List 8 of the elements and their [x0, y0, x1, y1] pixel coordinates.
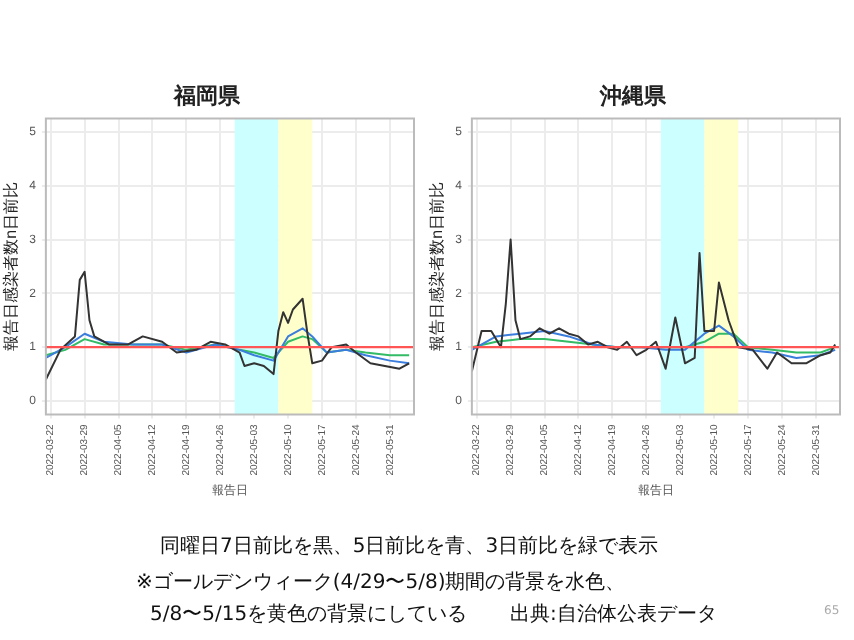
text: 同曜日7日前比を黒、5日前比を青、3日前比を緑で表示	[160, 533, 659, 560]
source-note: 出典:自治体公表データ	[510, 601, 717, 628]
y-axis-title: 報告日感染者数n日前比	[2, 181, 21, 351]
text: 5/8〜5/15を黄色の背景にしている	[150, 601, 468, 628]
y-axis-title: 報告日感染者数n日前比	[428, 181, 447, 351]
chart-title: 福岡県	[172, 82, 242, 109]
chart-title: 沖縄県	[598, 82, 668, 109]
text: ※ゴールデンウィーク(4/29〜5/8)期間の背景を水色、	[136, 569, 626, 596]
